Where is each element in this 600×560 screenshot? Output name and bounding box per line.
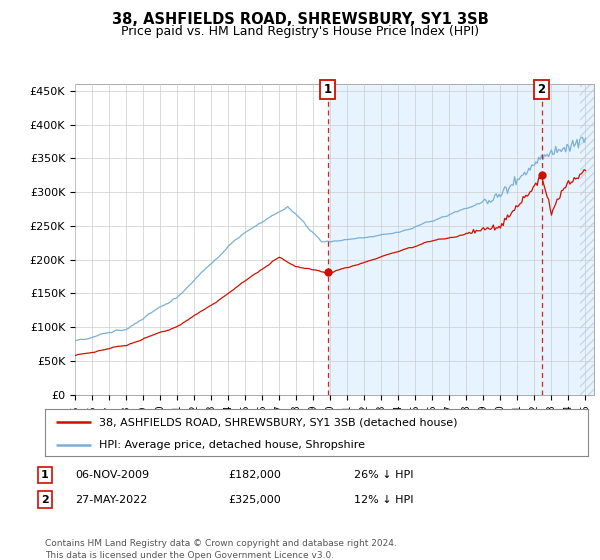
Bar	[580, 84, 594, 395]
Text: 27-MAY-2022: 27-MAY-2022	[75, 494, 148, 505]
Text: HPI: Average price, detached house, Shropshire: HPI: Average price, detached house, Shro…	[100, 440, 365, 450]
Text: 1: 1	[323, 83, 332, 96]
Text: 38, ASHFIELDS ROAD, SHREWSBURY, SY1 3SB: 38, ASHFIELDS ROAD, SHREWSBURY, SY1 3SB	[112, 12, 488, 27]
Text: Contains HM Land Registry data © Crown copyright and database right 2024.
This d: Contains HM Land Registry data © Crown c…	[45, 539, 397, 560]
Text: 06-NOV-2009: 06-NOV-2009	[75, 470, 149, 480]
Text: 2: 2	[538, 83, 545, 96]
Text: 2: 2	[41, 494, 49, 505]
Text: 12% ↓ HPI: 12% ↓ HPI	[354, 494, 413, 505]
Text: 26% ↓ HPI: 26% ↓ HPI	[354, 470, 413, 480]
Text: Price paid vs. HM Land Registry's House Price Index (HPI): Price paid vs. HM Land Registry's House …	[121, 25, 479, 38]
Bar	[328, 84, 594, 395]
Text: £182,000: £182,000	[228, 470, 281, 480]
Text: £325,000: £325,000	[228, 494, 281, 505]
Text: 38, ASHFIELDS ROAD, SHREWSBURY, SY1 3SB (detached house): 38, ASHFIELDS ROAD, SHREWSBURY, SY1 3SB …	[100, 417, 458, 427]
Text: 1: 1	[41, 470, 49, 480]
